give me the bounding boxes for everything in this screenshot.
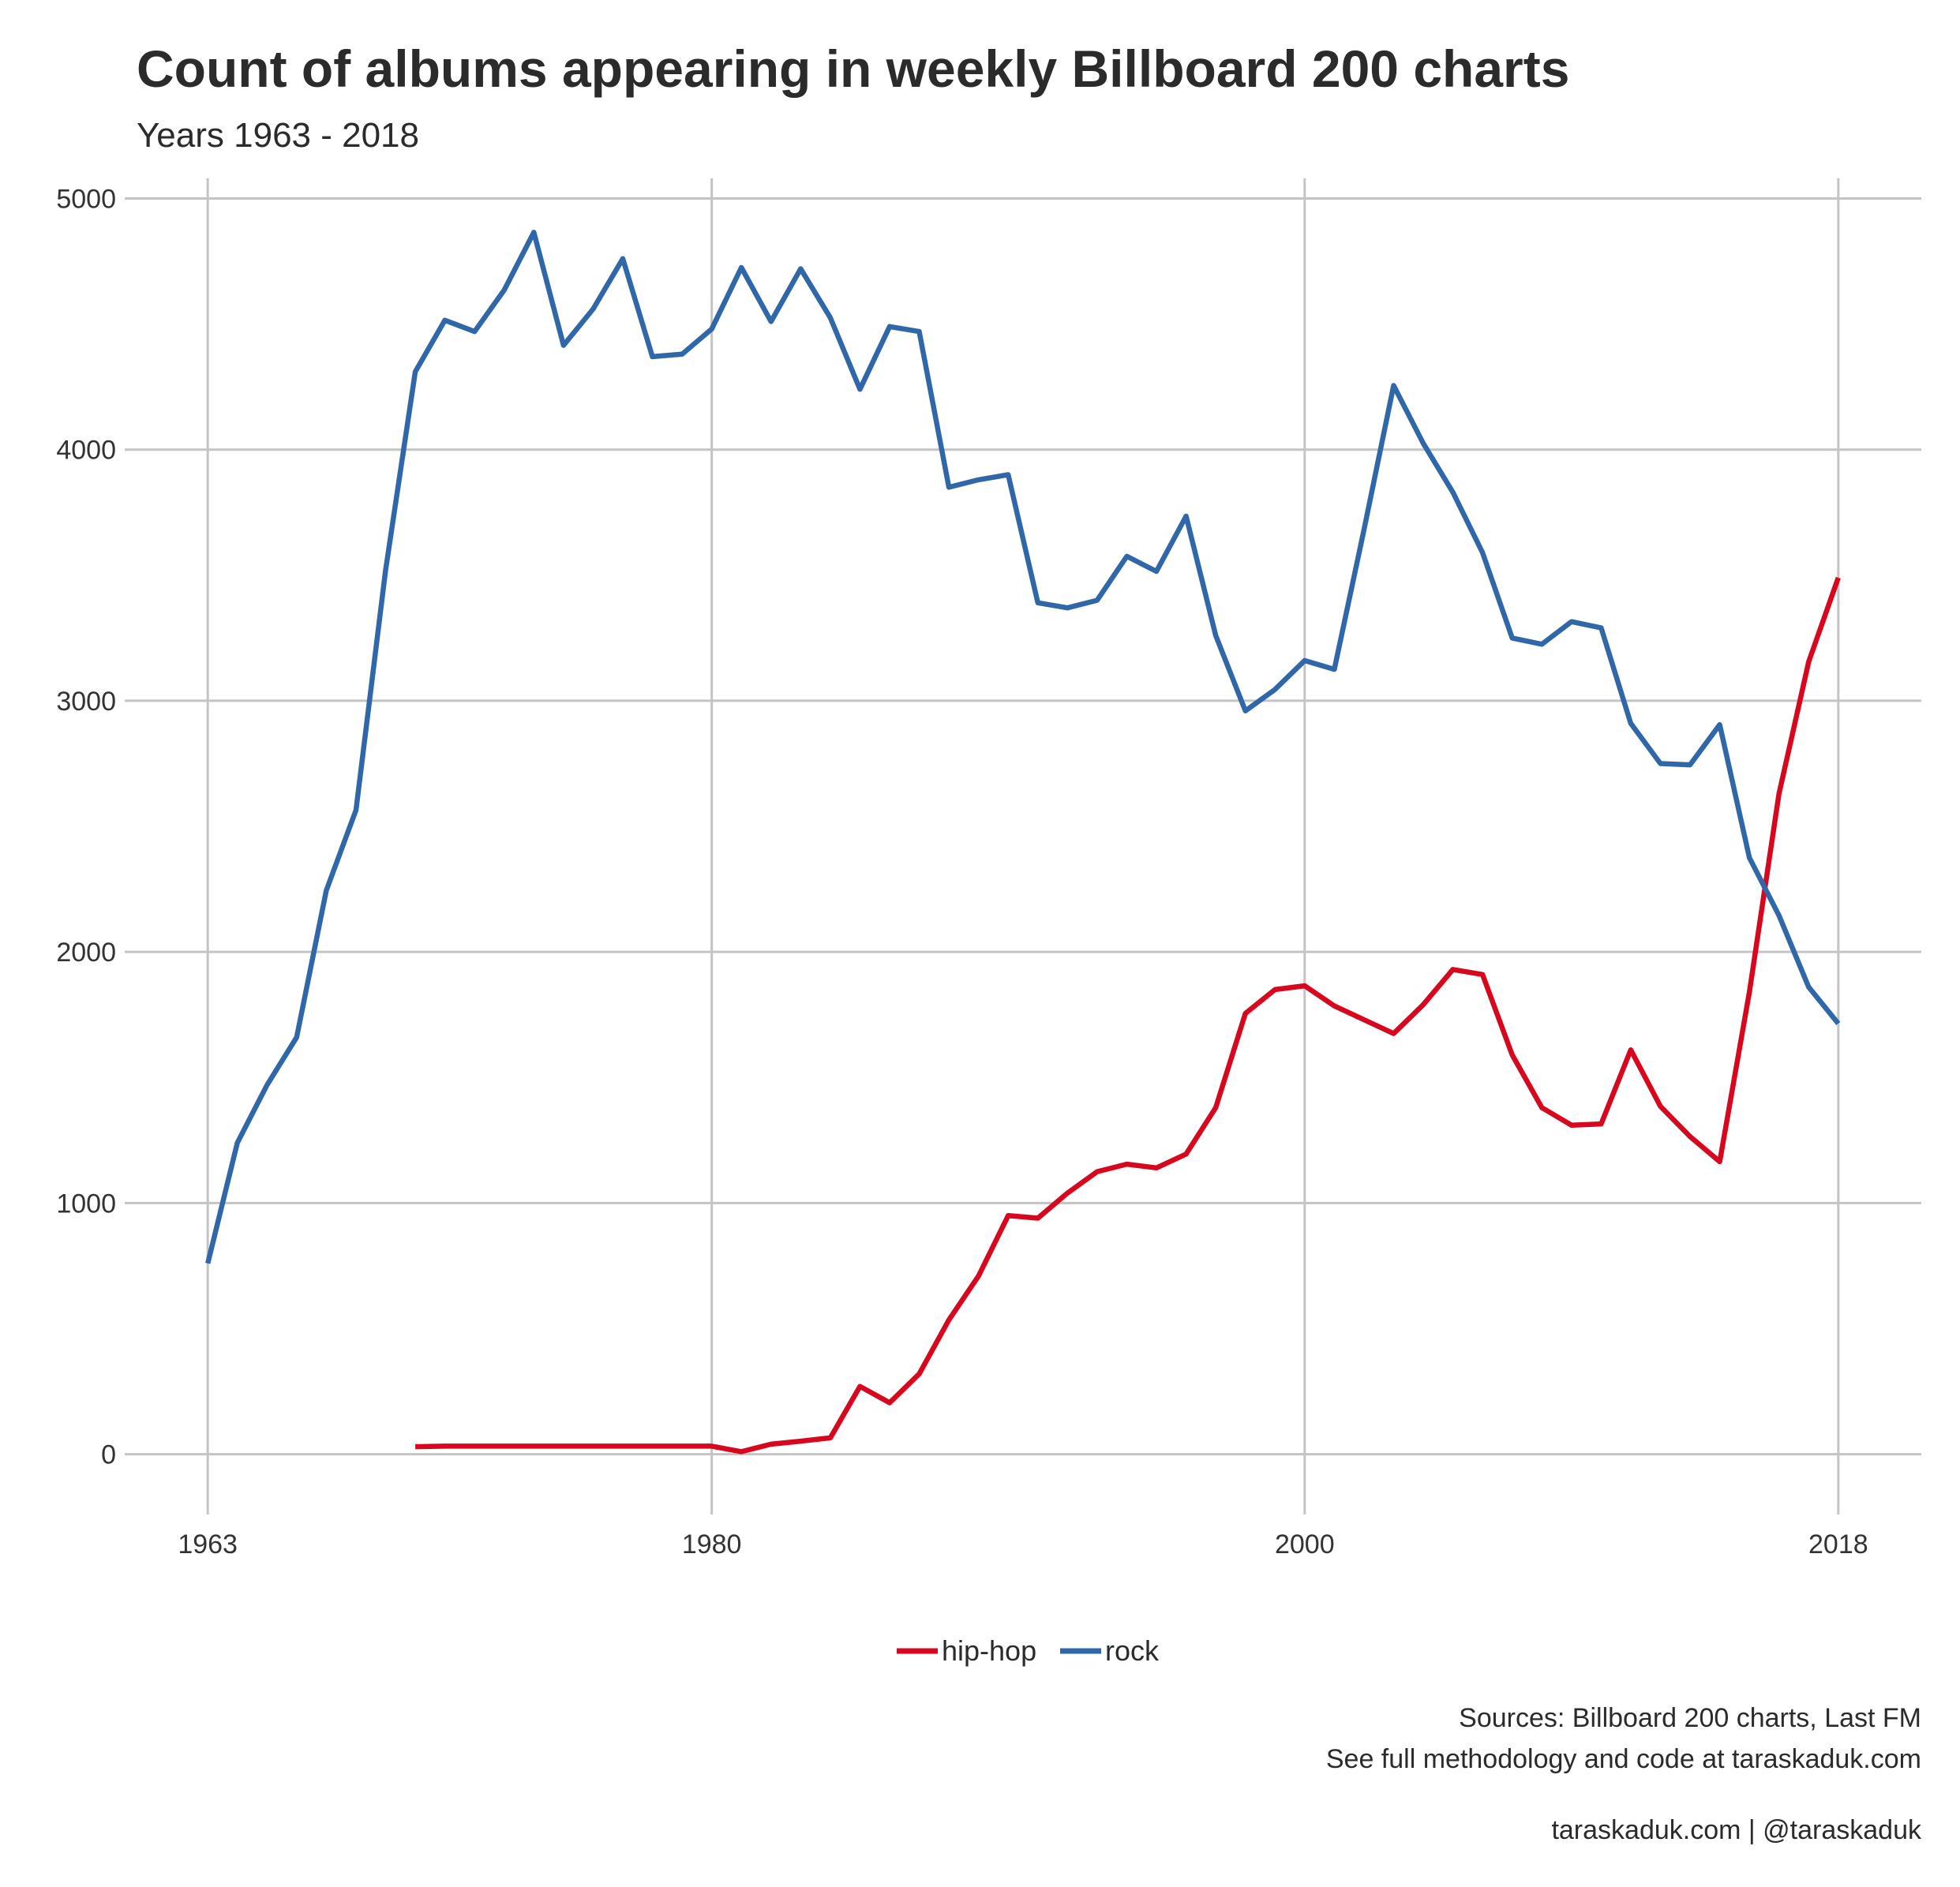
gridlines bbox=[125, 178, 1921, 1514]
legend-label-rock: rock bbox=[1105, 1634, 1160, 1667]
x-axis-ticks: 1963 1980 2000 2018 bbox=[178, 1529, 1868, 1559]
series-line-rock bbox=[205, 230, 1841, 1264]
caption-credit: taraskaduk.com | @taraskaduk bbox=[1551, 1815, 1922, 1845]
x-tick-label: 2000 bbox=[1275, 1529, 1335, 1559]
series-line-hip-hop bbox=[415, 576, 1841, 1455]
caption-methodology: See full methodology and code at taraska… bbox=[1326, 1744, 1921, 1774]
y-tick-label: 0 bbox=[101, 1440, 116, 1470]
x-tick-label: 1963 bbox=[178, 1529, 238, 1559]
chart-title: Count of albums appearing in weekly Bill… bbox=[137, 39, 1569, 98]
legend-label-hip-hop: hip-hop bbox=[942, 1634, 1036, 1667]
x-tick-label: 1980 bbox=[682, 1529, 742, 1559]
caption-sources: Sources: Billboard 200 charts, Last FM bbox=[1459, 1703, 1921, 1733]
x-tick-label: 2018 bbox=[1808, 1529, 1868, 1559]
y-tick-label: 1000 bbox=[56, 1189, 116, 1219]
y-tick-label: 5000 bbox=[56, 184, 116, 214]
y-tick-label: 3000 bbox=[56, 687, 116, 717]
series-lines bbox=[205, 230, 1841, 1455]
legend: hip-hop rock bbox=[897, 1634, 1160, 1667]
y-tick-label: 4000 bbox=[56, 436, 116, 466]
chart-subtitle: Years 1963 - 2018 bbox=[137, 116, 419, 155]
y-axis-ticks: 0 1000 2000 3000 4000 5000 bbox=[56, 184, 116, 1470]
y-tick-label: 2000 bbox=[56, 938, 116, 968]
